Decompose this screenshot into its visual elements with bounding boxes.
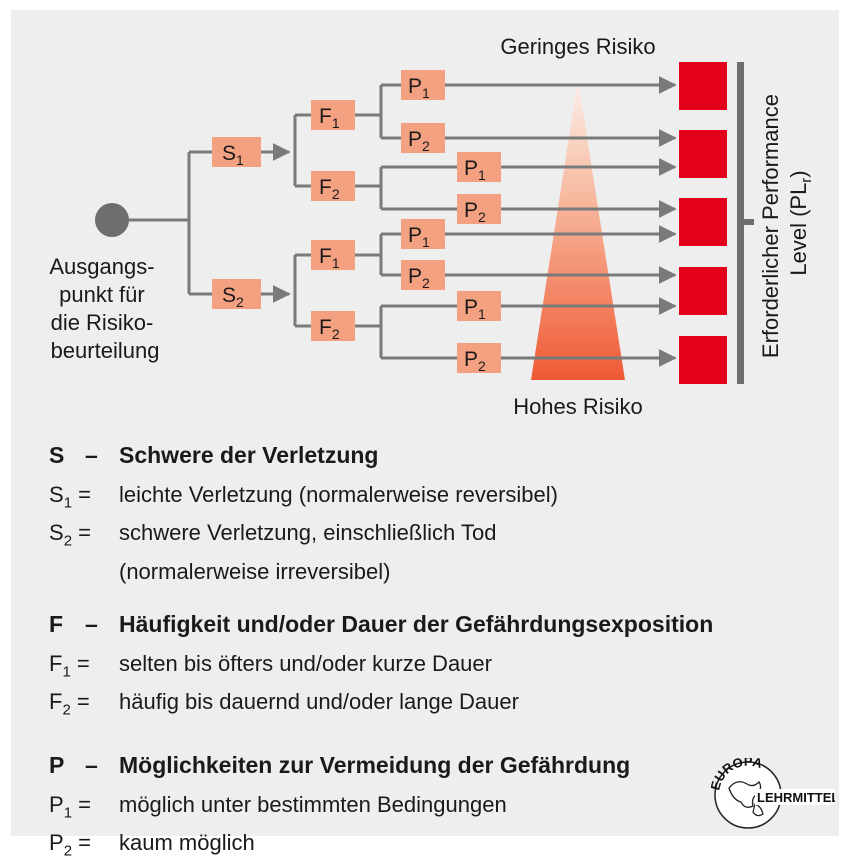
- svg-text:LEHRMITTEL: LEHRMITTEL: [757, 790, 835, 805]
- node-f2-lower: F2: [311, 311, 355, 342]
- start-label: Ausgangs- punkt für die Risiko- beurteil…: [49, 254, 160, 363]
- legend-p: P – Möglichkeiten zur Vermeidung der Gefäh…: [49, 750, 839, 866]
- svg-text:S1: S1: [222, 142, 244, 168]
- node-p1-d: P1: [457, 291, 501, 322]
- pl-box-2: [679, 130, 727, 178]
- svg-text:P1: P1: [408, 224, 430, 250]
- node-p2-d: P2: [457, 343, 501, 374]
- pl-boxes: [679, 62, 727, 384]
- svg-text:P2: P2: [464, 199, 486, 225]
- svg-text:P1: P1: [464, 296, 486, 322]
- pl-box-1: [679, 62, 727, 110]
- risk-graph: Geringes Risiko Hohes Risiko Ausgangs- p…: [49, 34, 815, 419]
- svg-text:F1: F1: [319, 105, 340, 131]
- node-p2-c: P2: [401, 260, 445, 291]
- pl-box-3: [679, 198, 727, 246]
- svg-text:P2: P2: [464, 348, 486, 374]
- pl-box-4: [679, 267, 727, 315]
- node-p2-a: P2: [401, 123, 445, 154]
- legend-f: F – Häufigkeit und/oder Dauer der Gefährdu…: [49, 609, 839, 726]
- legend-s-heading: S – Schwere der Verletzung: [49, 442, 379, 468]
- legend-p2-row: P2 = kaum möglich: [49, 829, 255, 860]
- legend-p1-row: P1 = möglich unter bestimmten Bedingunge…: [49, 791, 507, 821]
- figure-panel: Geringes Risiko Hohes Risiko Ausgangs- p…: [11, 10, 839, 859]
- legend-f2-row: F2 = häufig bis dauernd und/oder lange D…: [49, 689, 519, 719]
- svg-text:P1: P1: [408, 75, 430, 101]
- svg-text:P1: P1: [464, 157, 486, 183]
- node-s1: S1: [212, 137, 261, 168]
- legend-s2-row: S2 = schwere Verletzung, einschließlich …: [49, 520, 497, 550]
- start-point: [95, 203, 129, 237]
- svg-text:F2: F2: [319, 176, 340, 202]
- risk-triangle: [531, 80, 625, 380]
- legend-s: S – Schwere der Verletzung S1 = leichte Ve…: [49, 440, 839, 587]
- legend-s2-row-cont: (normalerweise irreversibel): [119, 558, 391, 584]
- node-p1-c: P1: [401, 219, 445, 250]
- legend-p-heading: P – Möglichkeiten zur Vermeidung der Gefäh…: [49, 751, 631, 778]
- node-f1-upper: F1: [311, 100, 355, 131]
- node-f2-upper: F2: [311, 171, 355, 202]
- legend-f1-row: F1 = selten bis öfters und/oder kurze Da…: [49, 650, 492, 681]
- pl-box-5: [679, 336, 727, 384]
- legend-s1-row: S1 = leichte Verletzung (normalerweise r…: [49, 482, 558, 512]
- svg-text:F2: F2: [319, 316, 340, 342]
- node-p2-b: P2: [457, 194, 501, 225]
- branch-lines: [129, 76, 677, 367]
- node-p1-b: P1: [457, 152, 501, 183]
- node-p1-a: P1: [401, 70, 445, 101]
- svg-text:S2: S2: [222, 284, 244, 310]
- low-risk-label: Geringes Risiko: [500, 34, 655, 59]
- high-risk-label: Hohes Risiko: [513, 394, 643, 419]
- legend-f-heading: F – Häufigkeit und/oder Dauer der Gefährdu…: [49, 610, 714, 637]
- node-s2: S2: [212, 279, 261, 310]
- node-f1-lower: F1: [311, 240, 355, 271]
- svg-text:P2: P2: [408, 265, 430, 291]
- legend: S – Schwere der Verletzung S1 = leichte Ve…: [49, 440, 839, 866]
- pl-bracket: [737, 62, 754, 384]
- svg-text:F1: F1: [319, 245, 340, 271]
- svg-text:P2: P2: [408, 128, 430, 154]
- europa-lehrmittel-logo: EUROPA LEHRMITTEL: [711, 758, 835, 829]
- performance-level-label: Erforderlicher Performance Level (PLr): [758, 88, 815, 358]
